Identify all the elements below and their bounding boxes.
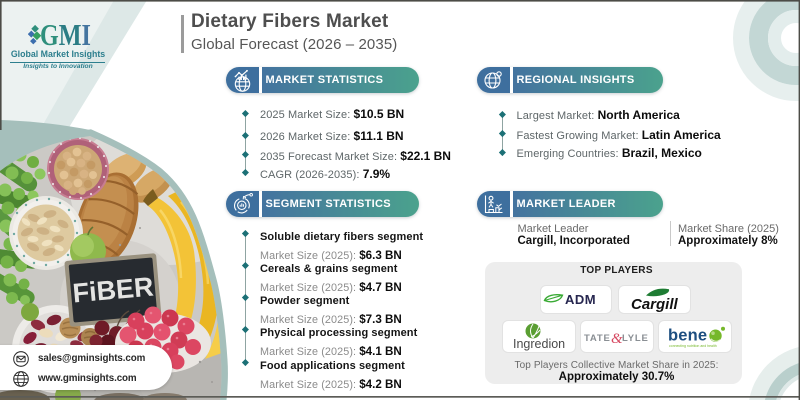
svg-text:bene: bene	[668, 326, 707, 344]
svg-text:Ingredion: Ingredion	[513, 337, 565, 351]
svg-text:FiBER: FiBER	[71, 272, 154, 309]
svg-text:ADM: ADM	[565, 293, 596, 306]
svg-text:&: &	[611, 331, 623, 346]
svg-text:LYLE: LYLE	[622, 333, 649, 344]
svg-text:TATE: TATE	[584, 333, 611, 344]
svg-text:connecting nutrition and healt: connecting nutrition and health	[669, 344, 717, 348]
svg-text:Cargill: Cargill	[631, 296, 679, 313]
